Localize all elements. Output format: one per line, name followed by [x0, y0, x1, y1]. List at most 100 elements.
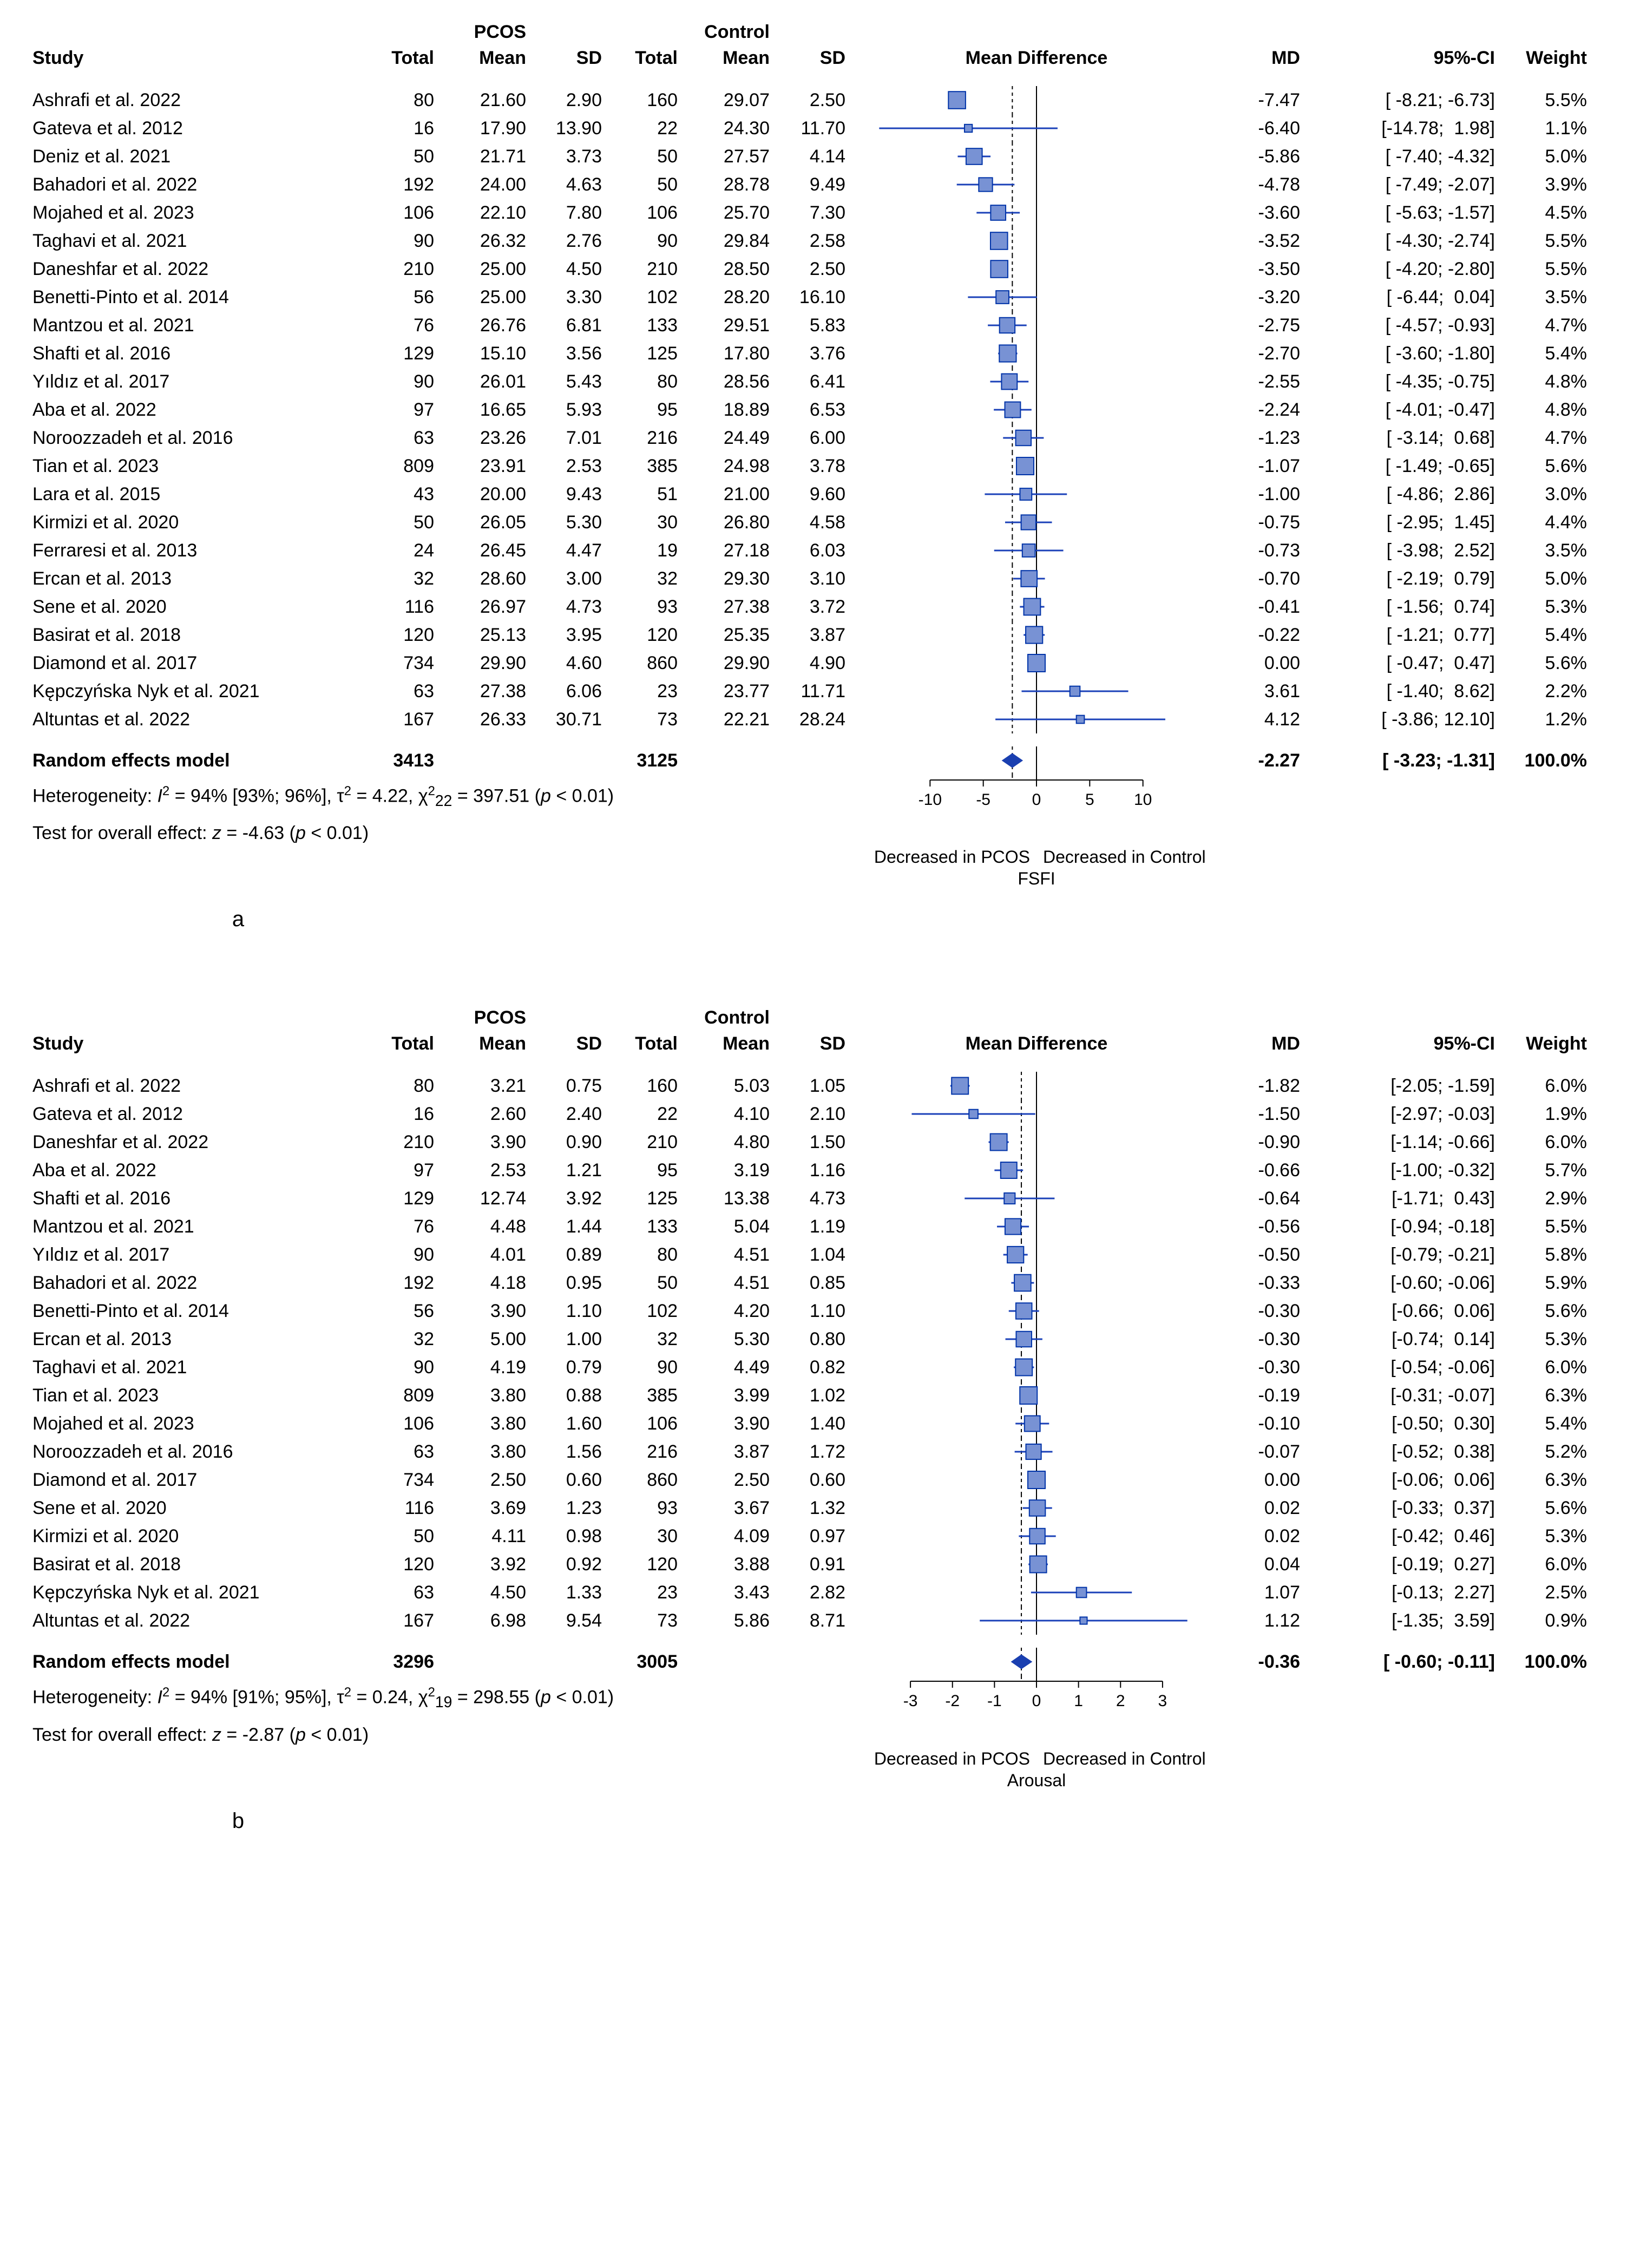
forest-marker: [855, 480, 1218, 508]
ci-value: [ -4.30; -2.74]: [1310, 231, 1505, 252]
study-name: Daneshfar et al. 2022: [32, 259, 368, 280]
study-row: Ferraresi et al. 20132426.454.471927.186…: [32, 536, 1595, 565]
svg-text:-5: -5: [976, 791, 990, 809]
pcos-sd: 0.89: [536, 1244, 612, 1266]
ctrl-sd: 0.97: [779, 1526, 855, 1547]
study-name: Deniz et al. 2021: [32, 146, 368, 167]
col-md: MD: [1218, 1033, 1310, 1054]
ctrl-mean: 4.09: [687, 1526, 779, 1547]
ctrl-mean: 3.67: [687, 1498, 779, 1519]
summary-label: Random effects model: [32, 1651, 368, 1673]
study-row: Kirmizi et al. 20205026.055.303026.804.5…: [32, 508, 1595, 536]
pcos-label: PCOS: [444, 1007, 536, 1028]
pcos-total: 129: [368, 1188, 444, 1209]
md-value: -0.10: [1218, 1413, 1310, 1434]
study-row: Bahadori et al. 20221924.180.95504.510.8…: [32, 1269, 1595, 1297]
study-row: Daneshfar et al. 202221025.004.5021028.5…: [32, 255, 1595, 283]
pcos-mean: 2.53: [444, 1160, 536, 1181]
ctrl-mean: 25.35: [687, 625, 779, 646]
weight-value: 5.4%: [1505, 343, 1597, 364]
ctrl-total: 125: [612, 343, 687, 364]
ctrl-sd: 3.10: [779, 568, 855, 589]
study-row: Bahadori et al. 202219224.004.635028.789…: [32, 171, 1595, 199]
ci-value: [-0.19; 0.27]: [1310, 1554, 1505, 1575]
ci-value: [-0.74; 0.14]: [1310, 1329, 1505, 1350]
weight-value: 6.0%: [1505, 1132, 1597, 1153]
pcos-total: 120: [368, 1554, 444, 1575]
forest-marker: [855, 1072, 1218, 1100]
pcos-mean: 4.50: [444, 1582, 536, 1603]
md-value: -0.41: [1218, 597, 1310, 618]
pcos-mean: 16.65: [444, 399, 536, 421]
study-name: Tian et al. 2023: [32, 1385, 368, 1406]
summary-md: -0.36: [1218, 1651, 1310, 1673]
pcos-sd: 1.60: [536, 1413, 612, 1434]
overall-test: Test for overall effect: z = -2.87 (p < …: [32, 1722, 855, 1748]
pcos-sd: 2.76: [536, 231, 612, 252]
ci-value: [-1.35; 3.59]: [1310, 1610, 1505, 1631]
pcos-mean: 24.00: [444, 174, 536, 195]
pcos-total: 734: [368, 653, 444, 674]
forest-marker: [855, 1241, 1218, 1269]
ci-value: [-0.66; 0.06]: [1310, 1301, 1505, 1322]
ctrl-total: 106: [612, 202, 687, 224]
ctrl-mean: 3.43: [687, 1582, 779, 1603]
study-row: Daneshfar et al. 20222103.900.902104.801…: [32, 1128, 1595, 1156]
ctrl-sd: 6.53: [779, 399, 855, 421]
forest-marker: [855, 452, 1218, 480]
md-value: -0.90: [1218, 1132, 1310, 1153]
col-total-2: Total: [612, 48, 687, 69]
ci-value: [-0.60; -0.06]: [1310, 1273, 1505, 1294]
ci-value: [ -2.19; 0.79]: [1310, 568, 1505, 589]
study-name: Shafti et al. 2016: [32, 343, 368, 364]
ci-value: [-0.52; 0.38]: [1310, 1441, 1505, 1463]
pcos-sd: 4.63: [536, 174, 612, 195]
ctrl-sd: 1.05: [779, 1076, 855, 1097]
weight-value: 6.0%: [1505, 1357, 1597, 1378]
svg-text:Decreased in Control: Decreased in Control: [1043, 847, 1206, 867]
weight-value: 5.0%: [1505, 146, 1597, 167]
ctrl-total: 133: [612, 1216, 687, 1237]
md-value: -3.20: [1218, 287, 1310, 308]
study-row: Kępczyńska Nyk et al. 2021634.501.33233.…: [32, 1578, 1595, 1607]
forest-marker: [855, 227, 1218, 255]
ctrl-mean: 21.00: [687, 484, 779, 505]
md-value: 0.00: [1218, 653, 1310, 674]
ctrl-total: 120: [612, 625, 687, 646]
pcos-sd: 7.80: [536, 202, 612, 224]
study-row: Noroozzadeh et al. 2016633.801.562163.87…: [32, 1438, 1595, 1466]
ctrl-mean: 22.21: [687, 709, 779, 730]
md-value: -0.30: [1218, 1357, 1310, 1378]
pcos-mean: 3.80: [444, 1385, 536, 1406]
pcos-total: 210: [368, 1132, 444, 1153]
pcos-total: 56: [368, 1301, 444, 1322]
forest-marker: [855, 705, 1218, 733]
pcos-total: 192: [368, 1273, 444, 1294]
col-mean-1: Mean: [444, 1033, 536, 1054]
study-row: Deniz et al. 20215021.713.735027.574.14-…: [32, 142, 1595, 171]
ctrl-mean: 24.30: [687, 118, 779, 139]
ctrl-sd: 4.90: [779, 653, 855, 674]
overall-test: Test for overall effect: z = -4.63 (p < …: [32, 820, 855, 847]
md-value: -0.07: [1218, 1441, 1310, 1463]
pcos-total: 32: [368, 568, 444, 589]
pcos-mean: 3.90: [444, 1132, 536, 1153]
ctrl-sd: 3.72: [779, 597, 855, 618]
ci-value: [ -4.35; -0.75]: [1310, 371, 1505, 392]
study-row: Ercan et al. 20133228.603.003229.303.10-…: [32, 565, 1595, 593]
ctrl-mean: 13.38: [687, 1188, 779, 1209]
ci-value: [-0.94; -0.18]: [1310, 1216, 1505, 1237]
forest-plot-page: PCOSControlStudyTotalMeanSDTotalMeanSDMe…: [0, 0, 1627, 1952]
pcos-sd: 1.21: [536, 1160, 612, 1181]
weight-value: 5.0%: [1505, 568, 1597, 589]
forest-marker: [855, 114, 1218, 142]
ctrl-total: 32: [612, 568, 687, 589]
weight-value: 5.5%: [1505, 231, 1597, 252]
weight-value: 3.0%: [1505, 484, 1597, 505]
md-value: -0.33: [1218, 1273, 1310, 1294]
pcos-mean: 12.74: [444, 1188, 536, 1209]
study-name: Kirmizi et al. 2020: [32, 512, 368, 533]
pcos-total: 76: [368, 315, 444, 336]
pcos-sd: 7.01: [536, 428, 612, 449]
md-value: -1.00: [1218, 484, 1310, 505]
